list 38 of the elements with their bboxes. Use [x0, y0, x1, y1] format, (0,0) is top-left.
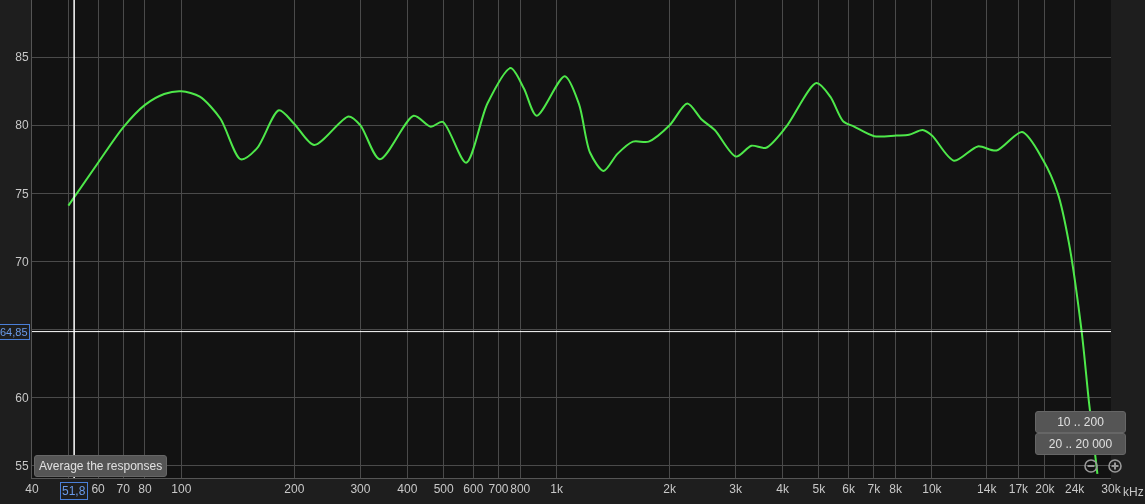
ref-line-label: 64,85 — [0, 326, 28, 338]
x-tick-label: 800 — [510, 482, 531, 497]
x-tick-label: 3k — [729, 482, 744, 497]
x-tick-label: 100 — [171, 482, 192, 497]
x-tick-label: 17k — [1008, 482, 1030, 497]
button: 20 .. 20 000 — [1035, 433, 1126, 455]
y-tick-label: 60 — [15, 390, 29, 405]
button: Average the responses — [34, 455, 168, 477]
y-tick-label: 75 — [15, 186, 29, 201]
x-tick-label: 60 — [91, 482, 106, 497]
y-tick-label: 70 — [15, 254, 29, 269]
x-tick-label: 6k — [842, 482, 857, 497]
x-tick-label: 20k — [1035, 482, 1056, 497]
x-tick-label: 4k — [776, 482, 790, 497]
x-tick-label: 14k — [977, 482, 998, 497]
x-tick-label: 300 — [350, 482, 371, 497]
x-tick-label: 700 — [488, 482, 509, 497]
ref-line-label: 51,8 — [62, 484, 86, 498]
x-tick-label: 30k — [1101, 482, 1122, 497]
y-tick-label: 55 — [15, 458, 29, 473]
x-tick-label: 600 — [463, 482, 484, 497]
x-tick-label: 5k — [812, 482, 827, 497]
x-tick-label: 200 — [284, 482, 305, 497]
x-tick-label: 8k — [889, 482, 903, 497]
x-tick-label: 40 — [25, 482, 39, 497]
x-tick-label: 24k — [1064, 482, 1086, 497]
x-tick-label: 2k — [663, 482, 677, 497]
x-tick-label: 7k — [867, 482, 882, 497]
x-tick-label: 1k — [550, 482, 564, 497]
x-axis-title: kHz — [1123, 485, 1144, 499]
x-tick-label: 500 — [433, 482, 454, 497]
x-tick-label: 80 — [138, 482, 152, 497]
button: 10 .. 200 — [1035, 411, 1126, 433]
x-tick-label: 400 — [397, 482, 418, 497]
x-tick-label: 10k — [922, 482, 943, 497]
x-tick-label: 70 — [116, 482, 131, 497]
y-tick-label: 80 — [15, 118, 29, 133]
y-tick-label: 85 — [15, 50, 29, 65]
